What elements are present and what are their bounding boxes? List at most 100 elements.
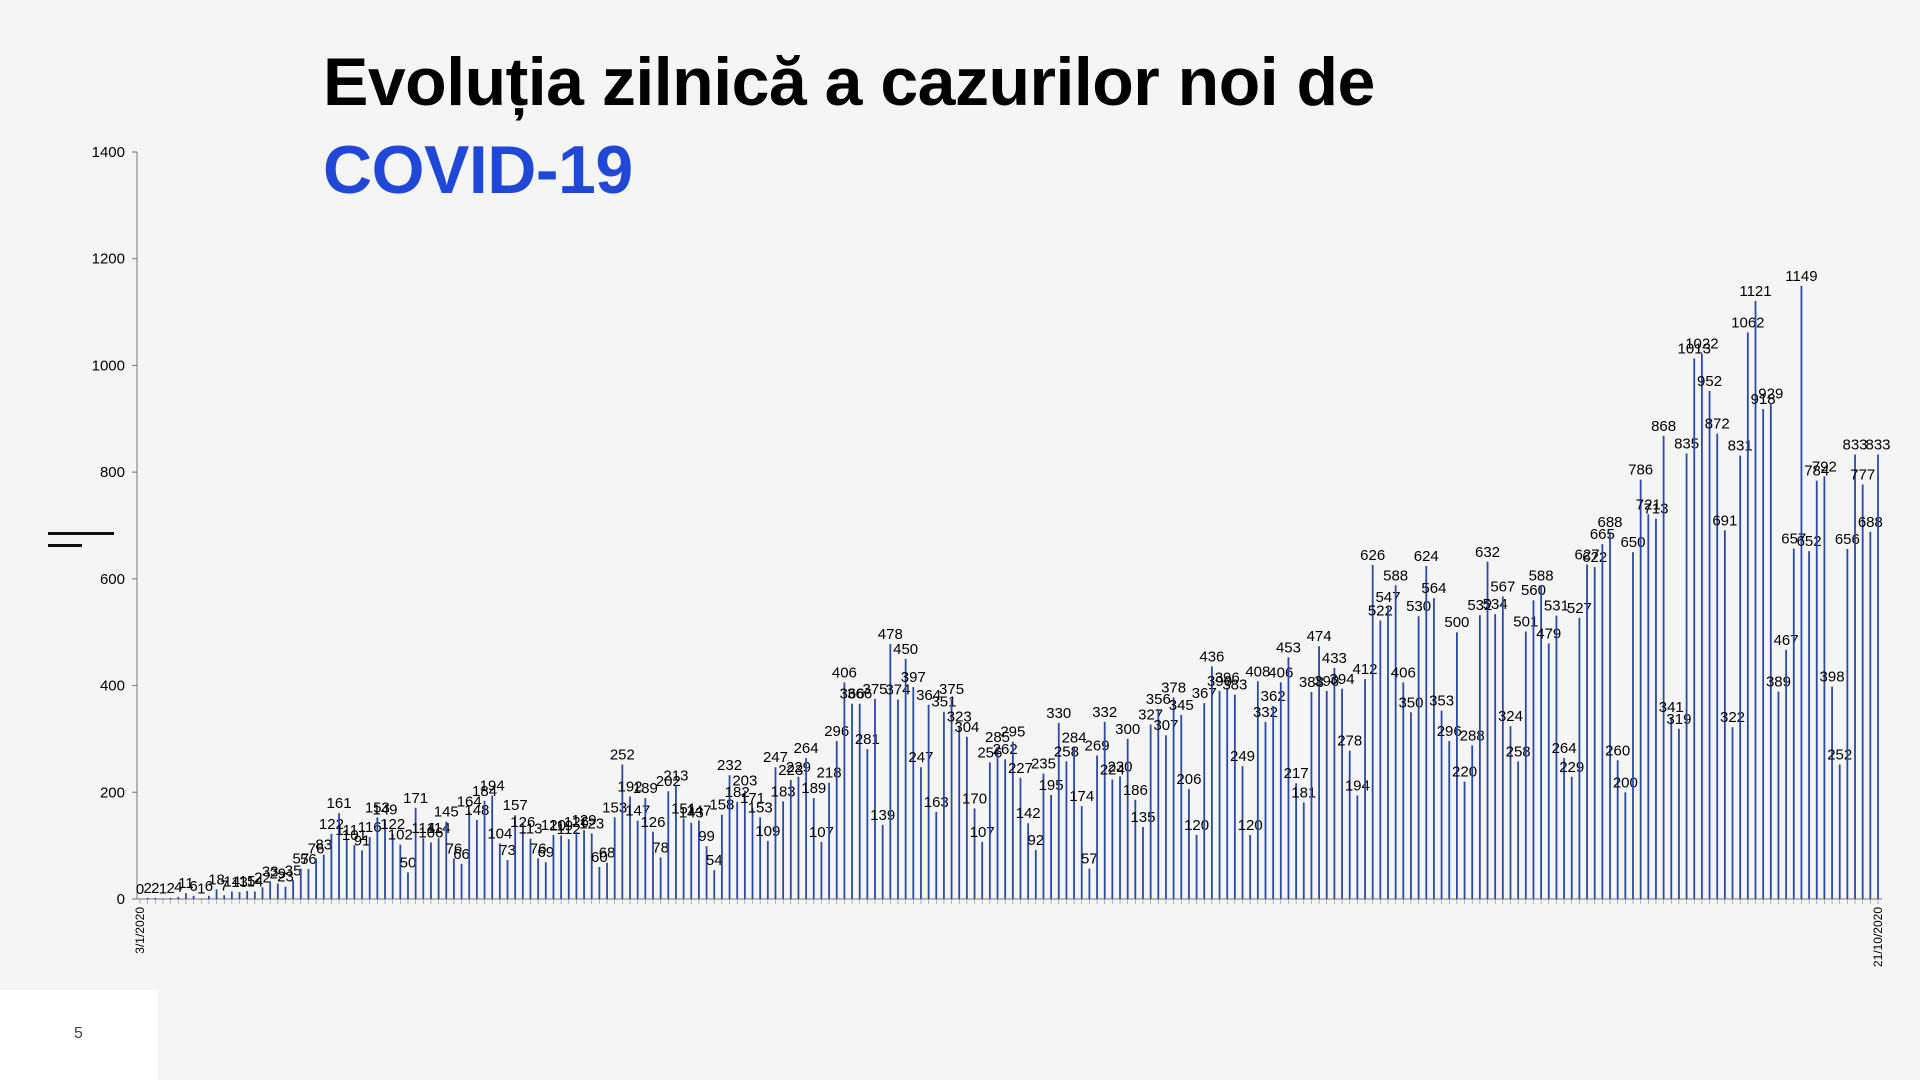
data-label: 252 bbox=[1827, 747, 1852, 764]
data-label: 2 bbox=[166, 880, 174, 897]
data-label: 398 bbox=[1820, 669, 1845, 686]
data-label: 269 bbox=[1085, 737, 1110, 754]
data-label: 158 bbox=[709, 797, 734, 814]
data-label: 163 bbox=[924, 794, 949, 811]
data-label: 560 bbox=[1521, 582, 1546, 599]
data-label: 918 bbox=[1751, 391, 1776, 408]
data-label: 7 bbox=[220, 877, 228, 894]
data-label: 184 bbox=[472, 783, 497, 800]
data-label: 99 bbox=[698, 828, 715, 845]
data-label: 171 bbox=[740, 790, 765, 807]
data-label: 364 bbox=[916, 687, 941, 704]
data-label: 406 bbox=[1268, 664, 1293, 681]
data-label: 73 bbox=[499, 842, 516, 859]
data-label: 200 bbox=[1613, 774, 1638, 791]
data-label: 235 bbox=[1031, 756, 1056, 773]
data-label: 258 bbox=[1506, 743, 1531, 760]
data-label: 296 bbox=[1437, 723, 1462, 740]
data-label: 351 bbox=[931, 694, 956, 711]
data-label: 453 bbox=[1276, 639, 1301, 656]
data-label: 872 bbox=[1705, 416, 1730, 433]
data-label: 501 bbox=[1513, 614, 1538, 631]
data-label: 367 bbox=[1192, 685, 1217, 702]
data-label: 324 bbox=[1498, 708, 1523, 725]
data-label: 119 bbox=[549, 818, 573, 835]
data-label: 129 bbox=[572, 812, 597, 829]
data-label: 23 bbox=[277, 869, 294, 886]
data-label: 2 bbox=[151, 880, 159, 897]
data-label: 304 bbox=[954, 719, 979, 736]
data-label: 656 bbox=[1835, 531, 1860, 548]
data-label: 109 bbox=[755, 823, 780, 840]
data-label: 792 bbox=[1812, 458, 1837, 475]
data-label: 390 bbox=[1314, 673, 1339, 690]
data-label: 262 bbox=[993, 741, 1018, 758]
data-label: 229 bbox=[786, 759, 811, 776]
data-label: 229 bbox=[1559, 759, 1584, 776]
data-label: 35 bbox=[285, 862, 302, 879]
data-label: 295 bbox=[1000, 724, 1025, 741]
data-label: 220 bbox=[1452, 764, 1477, 781]
data-label: 76 bbox=[308, 840, 325, 857]
data-label: 288 bbox=[1460, 727, 1485, 744]
data-label: 78 bbox=[652, 839, 669, 856]
data-label: 126 bbox=[564, 814, 589, 831]
data-label: 300 bbox=[1115, 721, 1140, 738]
data-label: 145 bbox=[434, 804, 459, 821]
data-label: 182 bbox=[725, 784, 750, 801]
data-label: 1022 bbox=[1685, 336, 1718, 353]
data-label: 534 bbox=[1483, 596, 1508, 613]
data-label: 652 bbox=[1797, 533, 1822, 550]
data-label: 1 bbox=[159, 880, 167, 897]
data-label: 530 bbox=[1406, 598, 1431, 615]
data-label: 11 bbox=[178, 875, 194, 892]
data-label: 57 bbox=[1081, 851, 1098, 868]
data-label: 22 bbox=[254, 869, 271, 886]
y-tick-label: 1000 bbox=[92, 357, 125, 374]
data-label: 260 bbox=[1605, 742, 1630, 759]
data-label: 227 bbox=[1008, 760, 1033, 777]
data-label: 202 bbox=[656, 773, 681, 790]
data-label: 6 bbox=[205, 878, 213, 895]
data-label: 14 bbox=[247, 874, 264, 891]
data-label: 436 bbox=[1199, 648, 1224, 665]
data-label: 192 bbox=[617, 779, 642, 796]
data-label: 345 bbox=[1169, 697, 1194, 714]
data-label: 256 bbox=[977, 744, 1002, 761]
data-label: 665 bbox=[1590, 526, 1615, 543]
data-label: 112 bbox=[557, 821, 581, 838]
data-label: 111 bbox=[335, 822, 358, 839]
data-label: 522 bbox=[1368, 602, 1393, 619]
data-label: 624 bbox=[1414, 548, 1439, 565]
data-label: 389 bbox=[1766, 673, 1791, 690]
data-label: 151 bbox=[671, 800, 696, 817]
data-label: 249 bbox=[1230, 748, 1255, 765]
y-tick-label: 200 bbox=[100, 784, 125, 801]
data-label: 688 bbox=[1598, 514, 1623, 531]
data-label: 14 bbox=[224, 874, 241, 891]
data-label: 69 bbox=[537, 844, 554, 861]
data-label: 54 bbox=[706, 852, 723, 869]
data-label: 153 bbox=[365, 799, 390, 816]
data-label: 135 bbox=[1130, 809, 1155, 826]
slide-title-line2: COVID-19 bbox=[323, 132, 633, 208]
y-tick-label: 1400 bbox=[92, 144, 125, 161]
data-label: 203 bbox=[732, 773, 757, 790]
decorative-line-bottom bbox=[48, 544, 82, 547]
data-label: 713 bbox=[1643, 501, 1668, 518]
data-label: 396 bbox=[1215, 670, 1240, 687]
data-label: 107 bbox=[809, 824, 834, 841]
data-label: 657 bbox=[1781, 530, 1806, 547]
data-label: 777 bbox=[1850, 466, 1875, 483]
data-label: 366 bbox=[840, 686, 865, 703]
data-label: 195 bbox=[1039, 777, 1064, 794]
data-label: 374 bbox=[885, 681, 910, 698]
data-label: 170 bbox=[962, 790, 987, 807]
data-label: 397 bbox=[901, 669, 926, 686]
x-tick-label-last: 21/10/2020 bbox=[1871, 907, 1885, 967]
data-label: 833 bbox=[1843, 437, 1868, 454]
data-label: 835 bbox=[1674, 435, 1699, 452]
data-label: 350 bbox=[1398, 694, 1423, 711]
data-label: 33 bbox=[262, 863, 279, 880]
data-label: 319 bbox=[1666, 711, 1691, 728]
